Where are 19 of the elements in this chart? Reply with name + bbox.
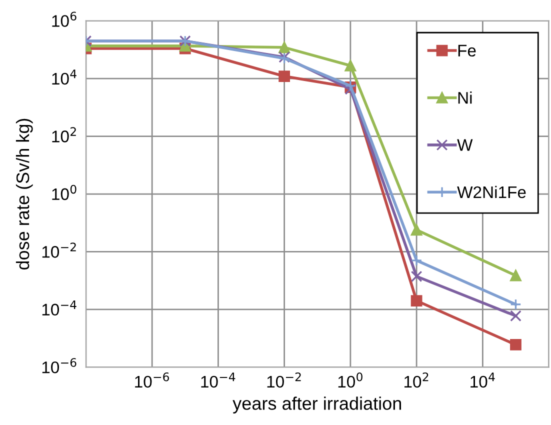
legend-label: Ni <box>458 91 472 104</box>
y-tick-label: 10$^{−6}$ <box>42 358 76 374</box>
x-axis-title: years after irradiation <box>232 396 402 414</box>
y-tick-label: 10$^{2}$ <box>52 127 76 142</box>
legend-label: Fe <box>458 44 476 57</box>
legend-label: W2Ni1Fe <box>457 186 526 198</box>
y-tick-label: 10$^{−4}$ <box>42 300 76 316</box>
x-tick-label: 10$^{2}$ <box>404 372 428 388</box>
x-tick-label: 10$^{0}$ <box>338 372 362 388</box>
x-tick-label: 10$^{−6}$ <box>135 372 169 388</box>
x-tick-label: 10$^{−4}$ <box>201 372 236 388</box>
y-tick-label: 10$^{−2}$ <box>42 242 76 258</box>
x-tick-label: 10$^{4}$ <box>470 372 495 388</box>
y-axis-title: dose rate (Sv/h kg) <box>16 118 33 270</box>
y-tick-label: 10$^{0}$ <box>52 184 76 200</box>
legend-label: W <box>457 139 473 151</box>
y-tick-label: 10$^{4}$ <box>52 70 76 85</box>
y-tick-label: 10$^{6}$ <box>52 12 76 27</box>
x-tick-label: 10$^{−2}$ <box>267 372 301 388</box>
